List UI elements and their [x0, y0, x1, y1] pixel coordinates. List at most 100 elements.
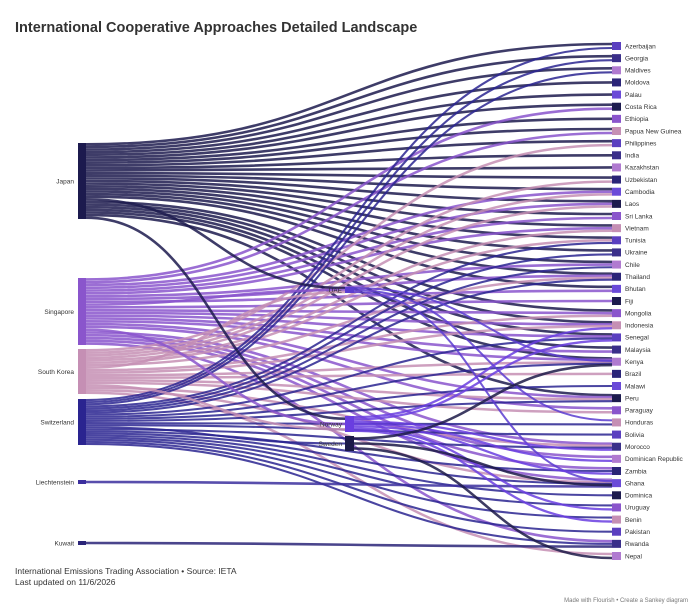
- node-bar[interactable]: [612, 151, 621, 160]
- flow-link[interactable]: [85, 290, 346, 369]
- flow-link[interactable]: [85, 276, 613, 367]
- node-bar[interactable]: [612, 297, 621, 305]
- flow-link[interactable]: [85, 361, 613, 377]
- node-bar[interactable]: [612, 284, 621, 293]
- node-bar[interactable]: [78, 541, 86, 545]
- flow-link[interactable]: [85, 266, 613, 412]
- flow-link[interactable]: [85, 432, 613, 485]
- flow-link[interactable]: [85, 434, 613, 497]
- flow-link[interactable]: [85, 205, 613, 336]
- flow-link[interactable]: [85, 205, 613, 359]
- flow-link[interactable]: [85, 81, 613, 154]
- flow-link[interactable]: [353, 289, 613, 422]
- node-bar[interactable]: [612, 66, 621, 75]
- node-bar[interactable]: [612, 527, 621, 536]
- flow-link[interactable]: [353, 420, 613, 451]
- node-bar[interactable]: [78, 399, 86, 445]
- flow-link[interactable]: [85, 192, 613, 276]
- flow-link[interactable]: [85, 278, 613, 414]
- node-bar[interactable]: [612, 479, 621, 488]
- node-bar[interactable]: [612, 515, 621, 524]
- flow-link[interactable]: [85, 180, 613, 354]
- node-bar[interactable]: [612, 454, 621, 463]
- flow-link[interactable]: [85, 541, 613, 548]
- node-bar[interactable]: [78, 278, 86, 345]
- node-bar[interactable]: [612, 357, 621, 366]
- flow-link[interactable]: [85, 400, 613, 423]
- flow-link[interactable]: [85, 288, 346, 306]
- flow-link[interactable]: [85, 263, 613, 298]
- flow-link[interactable]: [353, 363, 613, 440]
- node-bar[interactable]: [612, 260, 621, 269]
- node-bar[interactable]: [612, 139, 621, 148]
- node-bar[interactable]: [612, 394, 621, 403]
- flow-link[interactable]: [85, 319, 613, 362]
- flow-link[interactable]: [85, 198, 346, 290]
- node-bar[interactable]: [612, 430, 621, 439]
- flow-link[interactable]: [85, 131, 613, 284]
- flow-link[interactable]: [85, 314, 613, 372]
- node-bar[interactable]: [612, 224, 621, 233]
- flow-link[interactable]: [85, 314, 613, 338]
- flow-link[interactable]: [353, 339, 613, 421]
- node-bar[interactable]: [78, 143, 86, 219]
- flow-link[interactable]: [353, 327, 613, 419]
- flow-link[interactable]: [85, 430, 613, 473]
- flow-link[interactable]: [85, 325, 613, 374]
- node-bar[interactable]: [612, 345, 621, 354]
- node-bar[interactable]: [612, 418, 621, 427]
- flow-link[interactable]: [85, 174, 613, 191]
- node-bar[interactable]: [612, 199, 621, 208]
- flow-link[interactable]: [85, 362, 613, 418]
- flow-link[interactable]: [85, 308, 613, 315]
- flow-link[interactable]: [85, 143, 613, 352]
- node-bar[interactable]: [612, 369, 621, 378]
- node-bar[interactable]: [78, 480, 86, 484]
- flow-link[interactable]: [85, 139, 613, 167]
- node-bar[interactable]: [612, 78, 621, 87]
- node-bar[interactable]: [612, 272, 621, 281]
- node-bar[interactable]: [612, 382, 621, 390]
- flow-link[interactable]: [85, 103, 613, 159]
- flourish-credit[interactable]: Made with Flourish • Create a Sankey dia…: [564, 598, 688, 604]
- flow-link[interactable]: [353, 425, 613, 475]
- flow-link[interactable]: [85, 54, 613, 149]
- node-bar[interactable]: [78, 349, 86, 394]
- node-bar[interactable]: [612, 236, 621, 245]
- flow-link[interactable]: [85, 200, 613, 312]
- node-bar[interactable]: [345, 287, 354, 293]
- node-bar[interactable]: [612, 54, 621, 63]
- flow-link[interactable]: [353, 447, 613, 560]
- flow-link[interactable]: [85, 426, 346, 445]
- flow-link[interactable]: [85, 322, 613, 399]
- node-bar[interactable]: [345, 436, 354, 451]
- node-bar[interactable]: [612, 406, 621, 415]
- flow-link[interactable]: [85, 42, 613, 146]
- flow-link[interactable]: [85, 190, 613, 264]
- node-bar[interactable]: [612, 552, 621, 560]
- flow-link[interactable]: [85, 179, 613, 216]
- node-bar[interactable]: [612, 42, 621, 50]
- flow-link[interactable]: [353, 442, 613, 487]
- flow-link[interactable]: [85, 299, 613, 309]
- flow-link[interactable]: [85, 166, 613, 172]
- flow-link[interactable]: [85, 440, 613, 533]
- flow-link[interactable]: [85, 253, 613, 410]
- node-bar[interactable]: [612, 127, 621, 135]
- node-bar[interactable]: [612, 333, 621, 342]
- flow-link[interactable]: [85, 184, 613, 239]
- node-bar[interactable]: [612, 309, 621, 318]
- node-bar[interactable]: [345, 416, 354, 432]
- flow-link[interactable]: [85, 71, 613, 406]
- node-bar[interactable]: [612, 321, 621, 330]
- flow-link[interactable]: [85, 480, 613, 488]
- flow-link[interactable]: [85, 117, 613, 162]
- flow-link[interactable]: [85, 216, 346, 420]
- node-bar[interactable]: [612, 248, 621, 257]
- flow-link[interactable]: [353, 422, 613, 462]
- node-bar[interactable]: [612, 539, 621, 548]
- flow-link[interactable]: [85, 59, 613, 404]
- node-bar[interactable]: [612, 491, 621, 500]
- flow-link[interactable]: [85, 384, 346, 431]
- flow-link[interactable]: [85, 317, 613, 353]
